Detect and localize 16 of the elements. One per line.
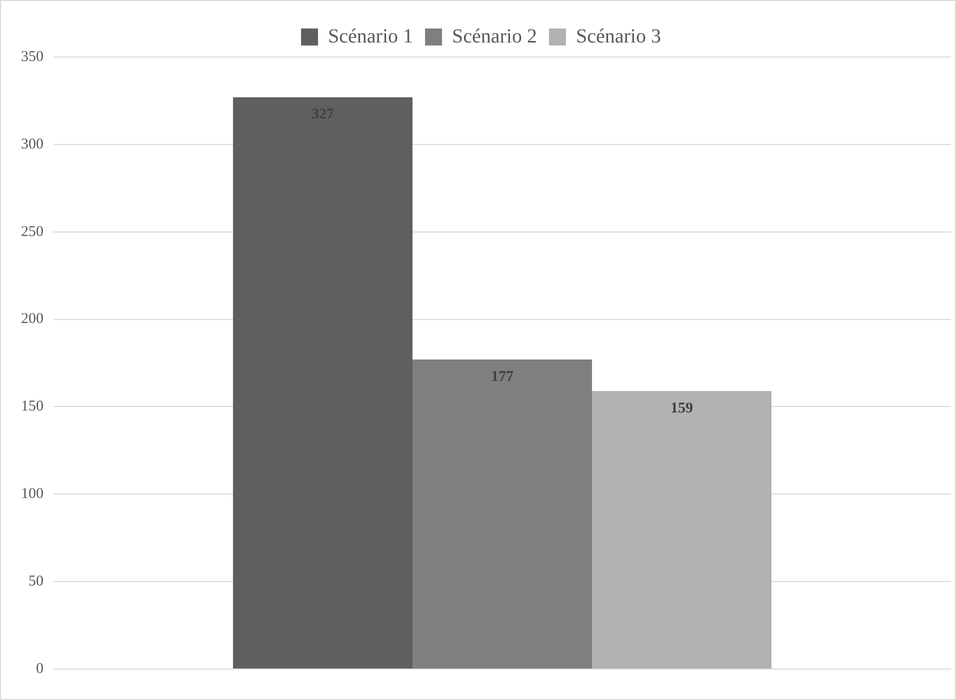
y-tick-label: 250 [21,224,44,240]
y-tick-label: 150 [21,398,44,415]
y-tick-label: 100 [21,486,44,502]
data-label: 159 [670,400,693,416]
data-label: 177 [491,368,514,385]
y-tick-label: 0 [36,660,44,677]
legend-label: Scénario 3 [576,25,661,48]
bar [233,97,412,668]
legend-label: Scénario 2 [452,25,537,48]
bar [592,390,772,668]
bar [412,360,592,668]
y-tick-label: 200 [21,311,44,328]
y-tick-label: 50 [28,574,44,590]
y-tick-label: 300 [21,136,44,152]
y-tick-label: 350 [21,48,44,65]
legend-label: Scénario 1 [328,25,414,48]
